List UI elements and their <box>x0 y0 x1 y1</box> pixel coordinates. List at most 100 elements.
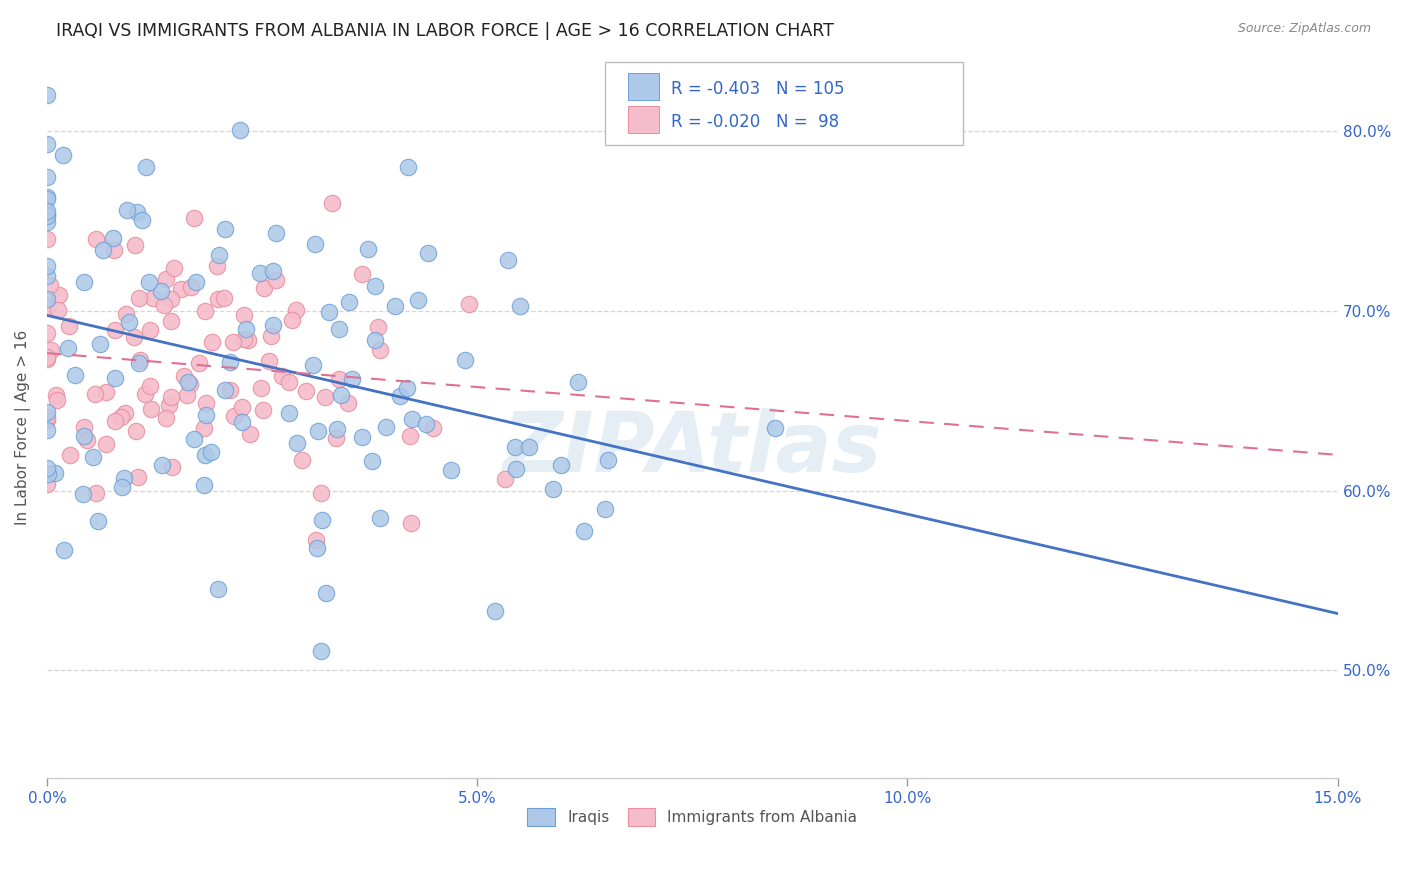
Point <box>63 368 86 383</box>
Point <box>350 429 373 443</box>
Point <box>39 277 62 292</box>
Point <box>104 323 127 337</box>
Point <box>188 356 211 370</box>
Point <box>139 378 162 392</box>
Point <box>104 414 127 428</box>
Point <box>58 319 80 334</box>
Point <box>35 207 58 221</box>
Point <box>160 390 183 404</box>
Point <box>35 214 58 228</box>
Point <box>363 279 385 293</box>
Point <box>48 288 70 302</box>
Point <box>35 423 58 437</box>
Point <box>84 232 107 246</box>
Point <box>73 420 96 434</box>
Point <box>212 291 235 305</box>
Point <box>550 458 572 472</box>
Point <box>139 323 162 337</box>
Point <box>142 291 165 305</box>
Point <box>285 303 308 318</box>
Legend: Iraqis, Immigrants from Albania: Iraqis, Immigrants from Albania <box>520 801 865 834</box>
Point <box>574 524 596 538</box>
Point <box>114 471 136 485</box>
Point <box>82 450 104 465</box>
Point <box>374 419 396 434</box>
Point <box>207 259 229 273</box>
Text: Source: ZipAtlas.com: Source: ZipAtlas.com <box>1237 22 1371 36</box>
Point <box>35 259 58 273</box>
Point <box>52 147 75 161</box>
Point <box>110 409 132 424</box>
Point <box>160 460 183 475</box>
Point <box>193 478 215 492</box>
Point <box>399 516 422 531</box>
Point <box>207 292 229 306</box>
Point <box>35 169 58 184</box>
Point <box>194 396 217 410</box>
Point <box>219 355 242 369</box>
Point <box>35 269 58 284</box>
Point <box>214 222 236 236</box>
Point <box>329 388 352 402</box>
Point <box>177 376 200 390</box>
Point <box>89 337 111 351</box>
Point <box>46 303 69 318</box>
Point <box>135 160 157 174</box>
Point <box>58 341 80 355</box>
Point <box>262 318 284 333</box>
Point <box>76 434 98 448</box>
Point <box>253 280 276 294</box>
Point <box>159 292 181 306</box>
Point <box>503 440 526 454</box>
Point <box>328 372 350 386</box>
Point <box>257 354 280 368</box>
Point <box>360 454 382 468</box>
Point <box>278 376 301 390</box>
Point <box>231 416 253 430</box>
Point <box>302 359 325 373</box>
Point <box>368 343 391 358</box>
Point <box>304 236 326 251</box>
Point <box>155 410 177 425</box>
Point <box>598 453 620 467</box>
Point <box>45 392 67 407</box>
Point <box>457 297 479 311</box>
Point <box>195 409 218 423</box>
Point <box>262 264 284 278</box>
Point <box>117 203 139 218</box>
Point <box>153 298 176 312</box>
Point <box>416 245 439 260</box>
Point <box>35 301 58 315</box>
Point <box>398 429 420 443</box>
Point <box>35 292 58 306</box>
Point <box>124 237 146 252</box>
Point <box>186 275 208 289</box>
Point <box>73 429 96 443</box>
Point <box>281 313 304 327</box>
Point <box>337 294 360 309</box>
Point <box>208 247 231 261</box>
Point <box>238 334 260 348</box>
Point <box>505 462 527 476</box>
Point <box>250 381 273 395</box>
Point <box>103 243 125 257</box>
Point <box>232 308 254 322</box>
Point <box>384 300 406 314</box>
Point <box>260 329 283 343</box>
Point <box>101 231 124 245</box>
Point <box>138 275 160 289</box>
Point <box>249 266 271 280</box>
Point <box>173 368 195 383</box>
Point <box>401 412 423 426</box>
Point <box>39 343 62 357</box>
Point <box>94 384 117 399</box>
Point <box>396 160 419 174</box>
Point <box>59 448 82 462</box>
Point <box>484 604 506 618</box>
Point <box>128 292 150 306</box>
Point <box>35 209 58 223</box>
Point <box>176 388 198 402</box>
Point <box>311 513 333 527</box>
Point <box>91 243 114 257</box>
Point <box>84 387 107 401</box>
